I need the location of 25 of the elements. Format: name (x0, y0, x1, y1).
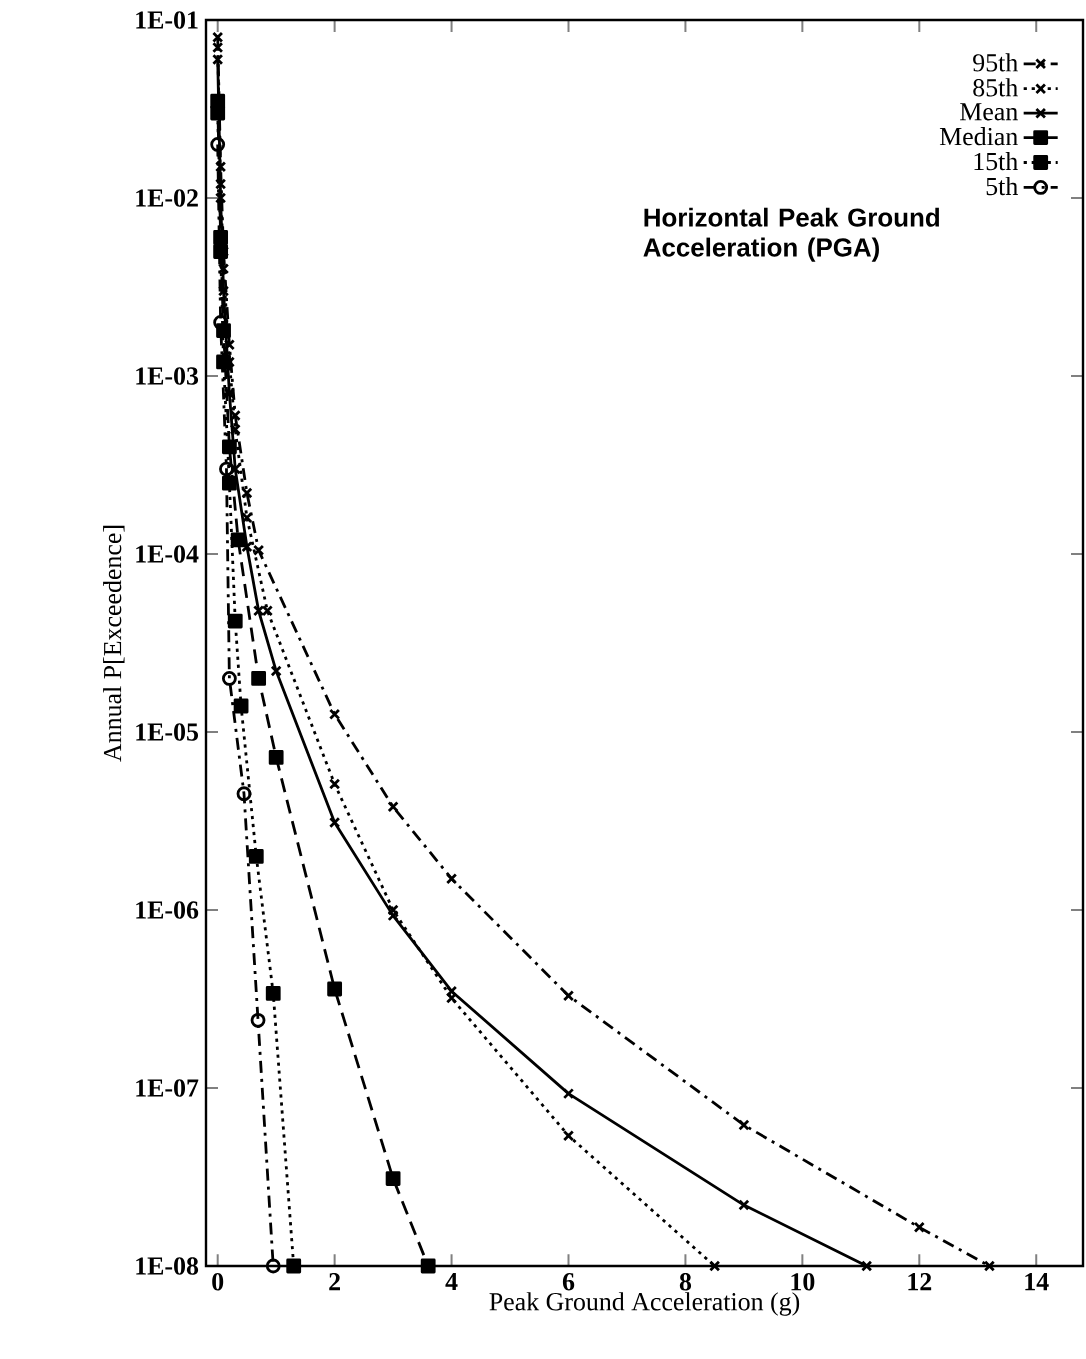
x-tick-label: 2 (329, 1273, 340, 1291)
x-tick-label: 0 (212, 1273, 224, 1291)
y-tick-label: 1E-02 (136, 189, 198, 207)
legend-label: Median (939, 127, 1018, 146)
y-tick-label: 1E-01 (136, 11, 198, 29)
x-tick-label: 4 (445, 1273, 458, 1291)
legend-label: Mean (960, 103, 1018, 121)
legend-label: 85th (973, 78, 1018, 97)
x-tick-label: 8 (679, 1273, 692, 1291)
x-tick-label: 6 (562, 1273, 575, 1291)
y-tick-label: 1E-04 (136, 545, 199, 563)
y-axis-title: Annual P[Exceedence] (103, 525, 125, 762)
x-tick-label: 12 (908, 1273, 932, 1291)
legend-label: 15th (974, 152, 1018, 171)
legend-label: 95th (973, 53, 1018, 72)
y-tick-label: 1E-08 (136, 1257, 199, 1275)
y-tick-label: 1E-05 (136, 723, 199, 741)
legend-label: 5th (986, 176, 1018, 196)
x-axis-title: Peak Ground Acceleration (g) (489, 1292, 800, 1316)
x-tick-label: 10 (791, 1273, 815, 1291)
annotation: Horizontal Peak Ground Acceleration (PGA) (643, 207, 939, 262)
y-tick-label: 1E-07 (136, 1079, 199, 1097)
x-tick-label: 14 (1025, 1273, 1049, 1291)
y-tick-label: 1E-03 (136, 367, 199, 385)
y-tick-label: 1E-06 (136, 901, 199, 919)
